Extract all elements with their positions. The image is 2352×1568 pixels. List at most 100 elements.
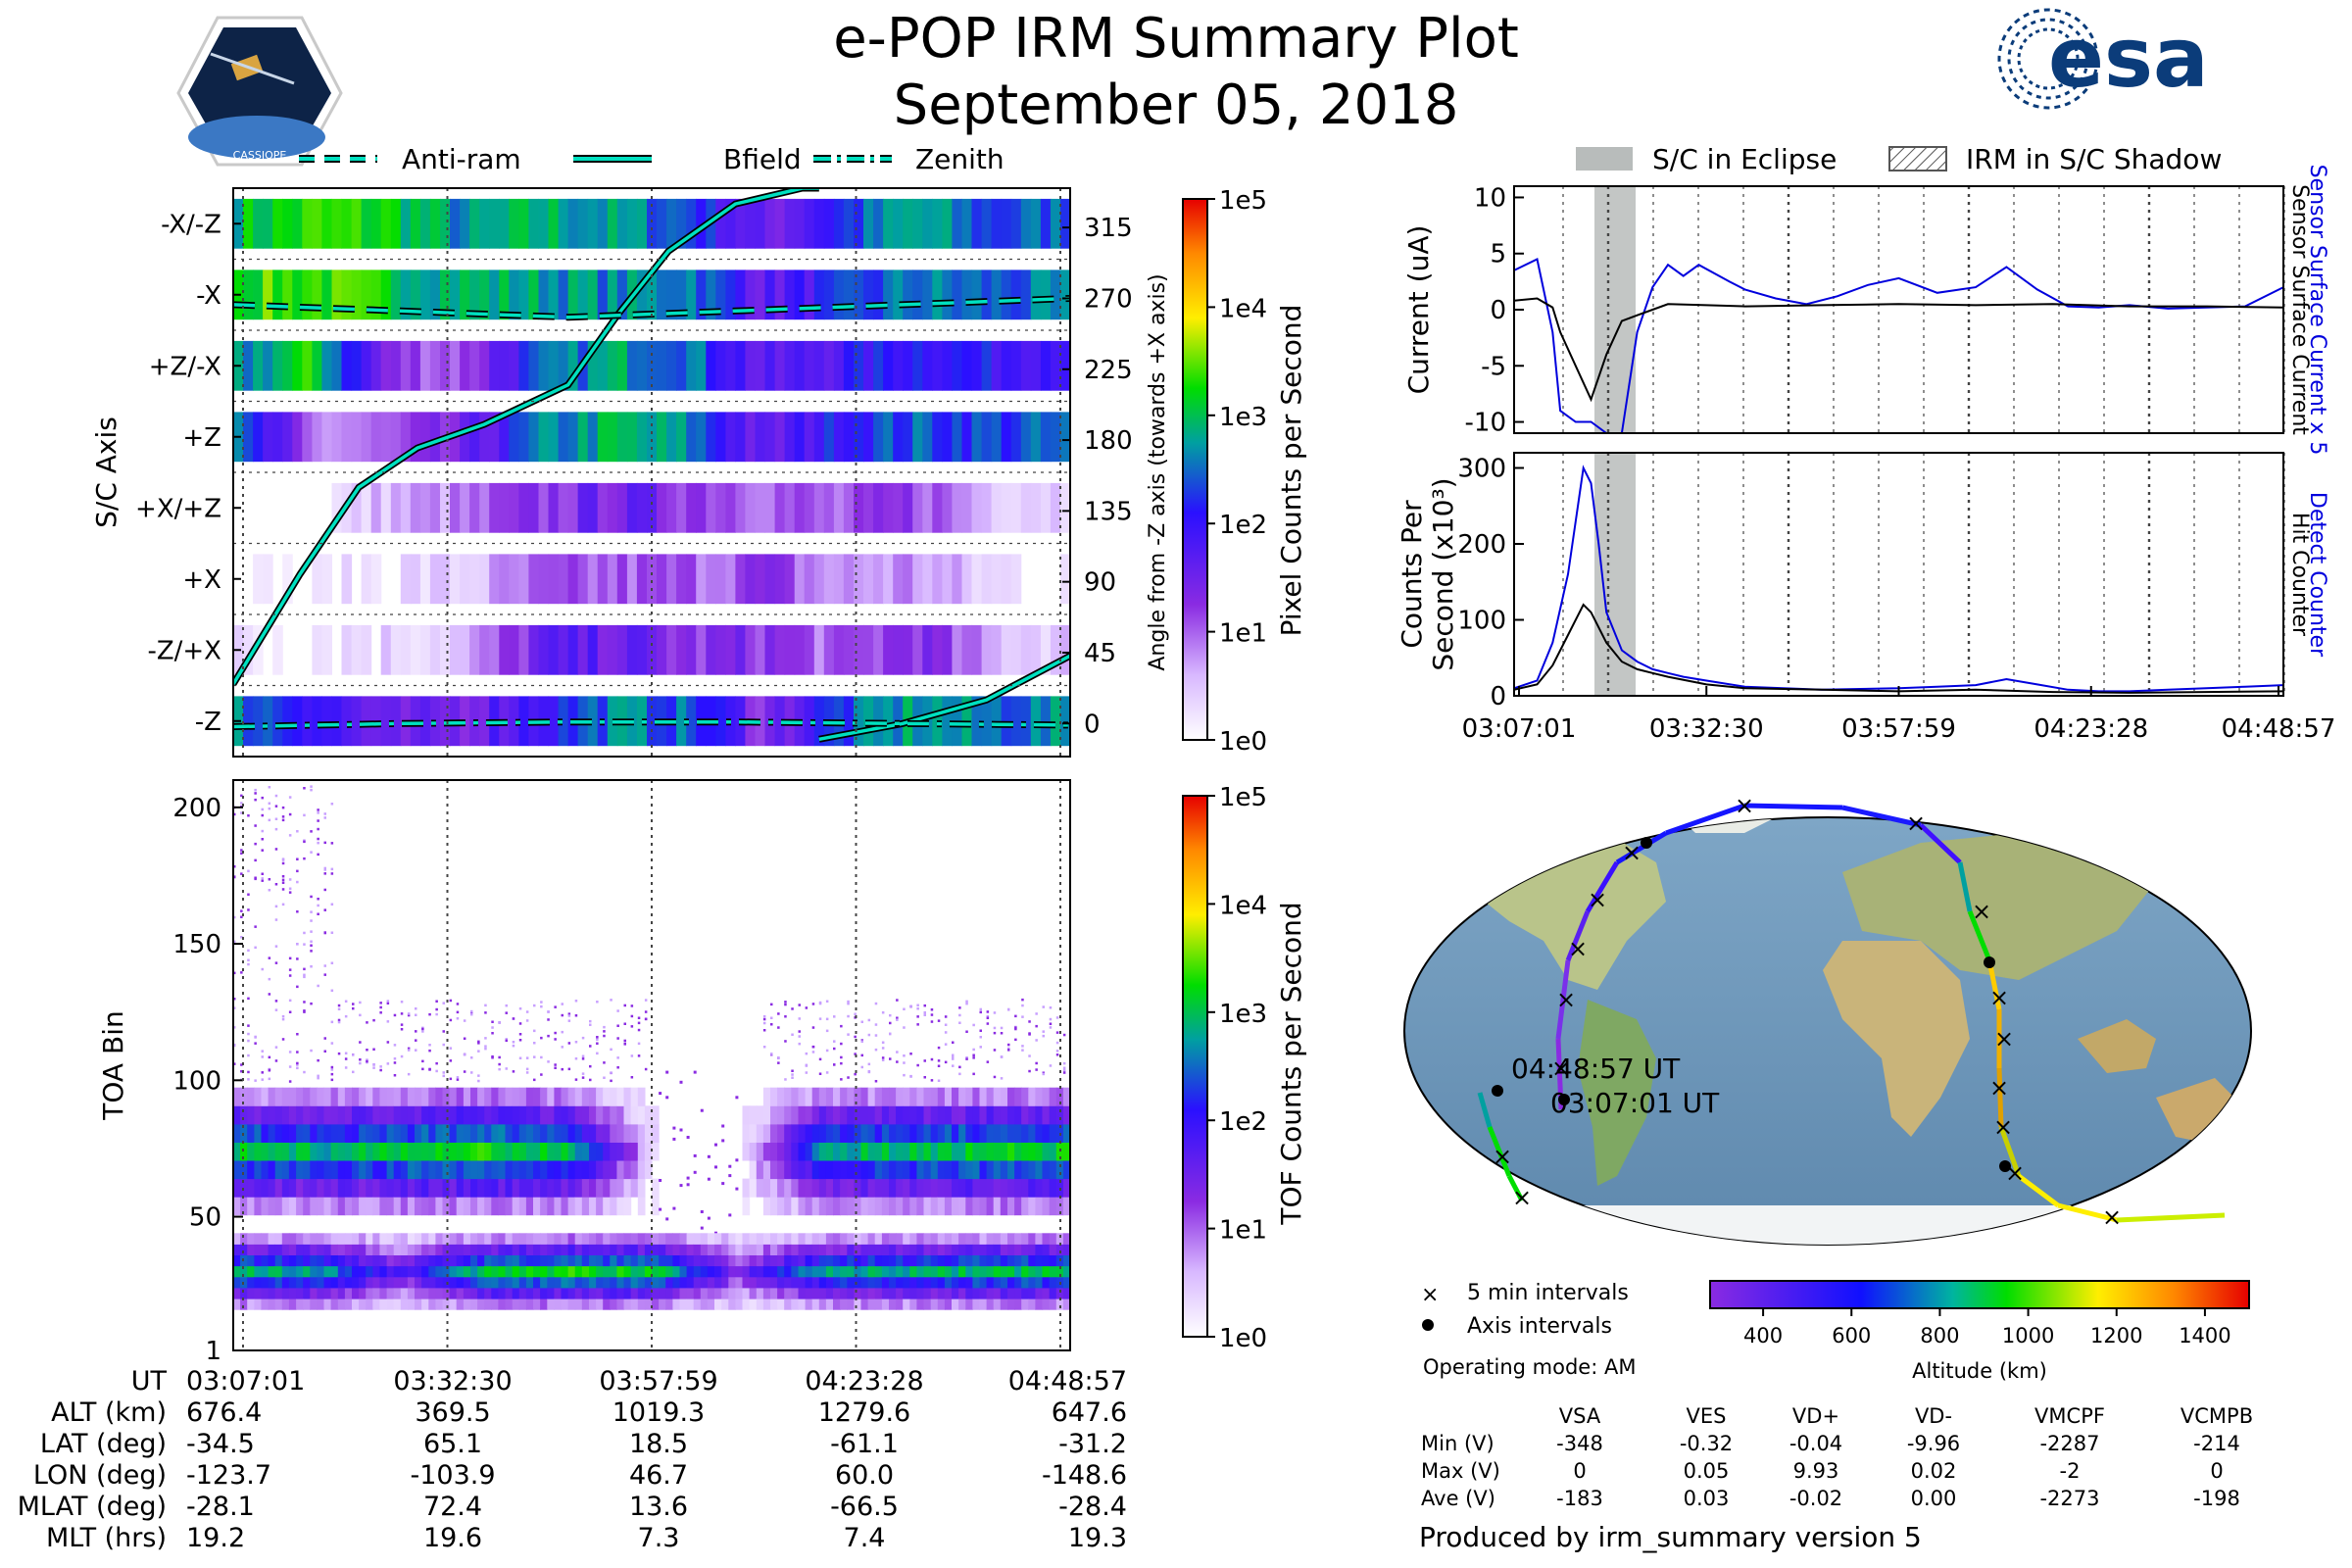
current-series-line	[1514, 297, 2283, 403]
pixel-heat-cell	[548, 482, 560, 533]
tof-heat-cell	[547, 1233, 555, 1245]
pixel-heat-cell	[794, 624, 806, 675]
pixel-heat-cell	[518, 340, 529, 391]
tof-heat-cell	[379, 1087, 388, 1106]
tof-speckle	[268, 786, 271, 789]
tof-heat-cell	[623, 1254, 632, 1267]
tof-heat-cell	[596, 1105, 604, 1125]
tof-heat-cell	[574, 1142, 583, 1161]
tof-heat-cell	[937, 1288, 946, 1299]
pixel-heat-cell	[351, 624, 363, 675]
counts-series-line	[1514, 603, 2283, 694]
pixel-heat-cell	[361, 198, 372, 249]
tof-speckle	[972, 1056, 975, 1059]
tof-heat-cell	[512, 1160, 520, 1180]
tof-heat-cell	[561, 1276, 569, 1289]
tof-heat-cell	[714, 1254, 722, 1267]
tof-heat-cell	[525, 1142, 534, 1161]
pixel-heat-cell	[932, 340, 943, 391]
tof-heat-cell	[937, 1298, 946, 1310]
tof-heat-cell	[958, 1233, 966, 1245]
tof-heat-cell	[777, 1178, 785, 1198]
tof-speckle	[860, 1065, 863, 1069]
tof-heat-cell	[274, 1160, 283, 1180]
tof-heat-cell	[665, 1265, 673, 1278]
pixel-heat-cell	[460, 198, 470, 249]
tof-heat-cell	[805, 1254, 813, 1267]
ephemeris-cell: 7.4	[844, 1523, 886, 1553]
pixel-heat-cell	[745, 270, 756, 320]
tof-heat-cell	[574, 1160, 583, 1180]
current-ylabel: Current (uA)	[1402, 225, 1435, 395]
tof-heat-cell	[903, 1087, 910, 1106]
tof-heat-cell	[533, 1298, 541, 1310]
tof-heat-cell	[477, 1276, 485, 1289]
tof-speckle	[881, 1011, 885, 1014]
pixel-heat-cell	[312, 340, 322, 391]
tof-heat-cell	[1049, 1288, 1057, 1299]
tof-heat-cell	[261, 1123, 270, 1143]
tof-speckle	[916, 1004, 919, 1006]
tof-heat-cell	[470, 1087, 478, 1106]
pixel-heat-cell	[616, 554, 628, 605]
tof-speckle	[554, 1066, 557, 1069]
pixel-heat-cell	[361, 554, 372, 605]
tof-speckle	[567, 1012, 571, 1015]
tof-speckle	[442, 1071, 445, 1074]
tof-speckle	[310, 950, 313, 953]
tof-speckle	[268, 802, 271, 805]
tof-speckle	[833, 1015, 836, 1018]
tof-heat-cell	[330, 1244, 339, 1255]
tof-heat-cell	[1014, 1254, 1022, 1267]
pixel-ytick-label: -Z/+X	[147, 636, 221, 665]
tof-heat-cell	[261, 1105, 270, 1125]
tof-heat-cell	[498, 1276, 507, 1289]
tof-speckle	[505, 1039, 508, 1043]
tof-heat-cell	[463, 1197, 471, 1216]
pixel-heat-cell	[657, 270, 667, 320]
tof-speckle	[442, 1074, 445, 1078]
pixel-heat-cell	[479, 482, 490, 533]
tof-heat-cell	[484, 1254, 492, 1267]
orbit-segment	[2116, 1212, 2226, 1223]
tof-speckle	[254, 858, 257, 862]
pixel-heat-cell	[961, 554, 973, 605]
tof-heat-cell	[672, 1254, 681, 1267]
pixel-heat-cell	[419, 482, 431, 533]
tof-heat-cell	[281, 1123, 290, 1143]
tof-heat-cell	[840, 1160, 848, 1180]
logo-esa: esa	[1997, 8, 2209, 110]
tof-heat-cell	[463, 1298, 471, 1310]
pixel-heat-cell	[292, 340, 303, 391]
tof-heat-cell	[1035, 1142, 1044, 1161]
tof-speckle	[896, 1018, 899, 1021]
tof-speckle	[288, 974, 292, 977]
pixel-heat-cell	[440, 340, 451, 391]
tof-heat-cell	[310, 1276, 318, 1289]
tof-heat-cell	[1035, 1123, 1044, 1143]
tof-heat-cell	[972, 1105, 981, 1125]
pixel-heat-cell	[843, 624, 855, 675]
tof-speckle	[442, 1043, 445, 1047]
tof-heat-cell	[756, 1233, 764, 1245]
pixel-heat-cell	[351, 696, 363, 747]
tof-heat-cell	[930, 1105, 939, 1125]
pixel-heat-cell	[715, 340, 726, 391]
tof-speckle	[344, 1052, 348, 1054]
tof-heat-cell	[965, 1288, 973, 1299]
pixel-heat-cell	[509, 270, 519, 320]
tof-speckle	[986, 1014, 990, 1018]
produced-by: Produced by irm_summary version 5	[1419, 1521, 1922, 1553]
tof-heat-cell	[896, 1265, 904, 1278]
tof-speckle	[854, 1053, 857, 1055]
ephemeris-cell: 647.6	[1052, 1397, 1127, 1428]
tof-heat-cell	[805, 1276, 813, 1289]
tof-heat-cell	[721, 1233, 729, 1245]
tof-heat-cell	[274, 1254, 283, 1267]
tof-heat-cell	[860, 1265, 869, 1278]
tof-heat-cell	[1028, 1105, 1036, 1125]
orbit-5min-marker: ×	[1512, 1184, 1532, 1211]
tof-heat-cell	[798, 1160, 807, 1180]
tof-heat-cell	[616, 1178, 625, 1198]
tof-heat-cell	[818, 1178, 827, 1198]
